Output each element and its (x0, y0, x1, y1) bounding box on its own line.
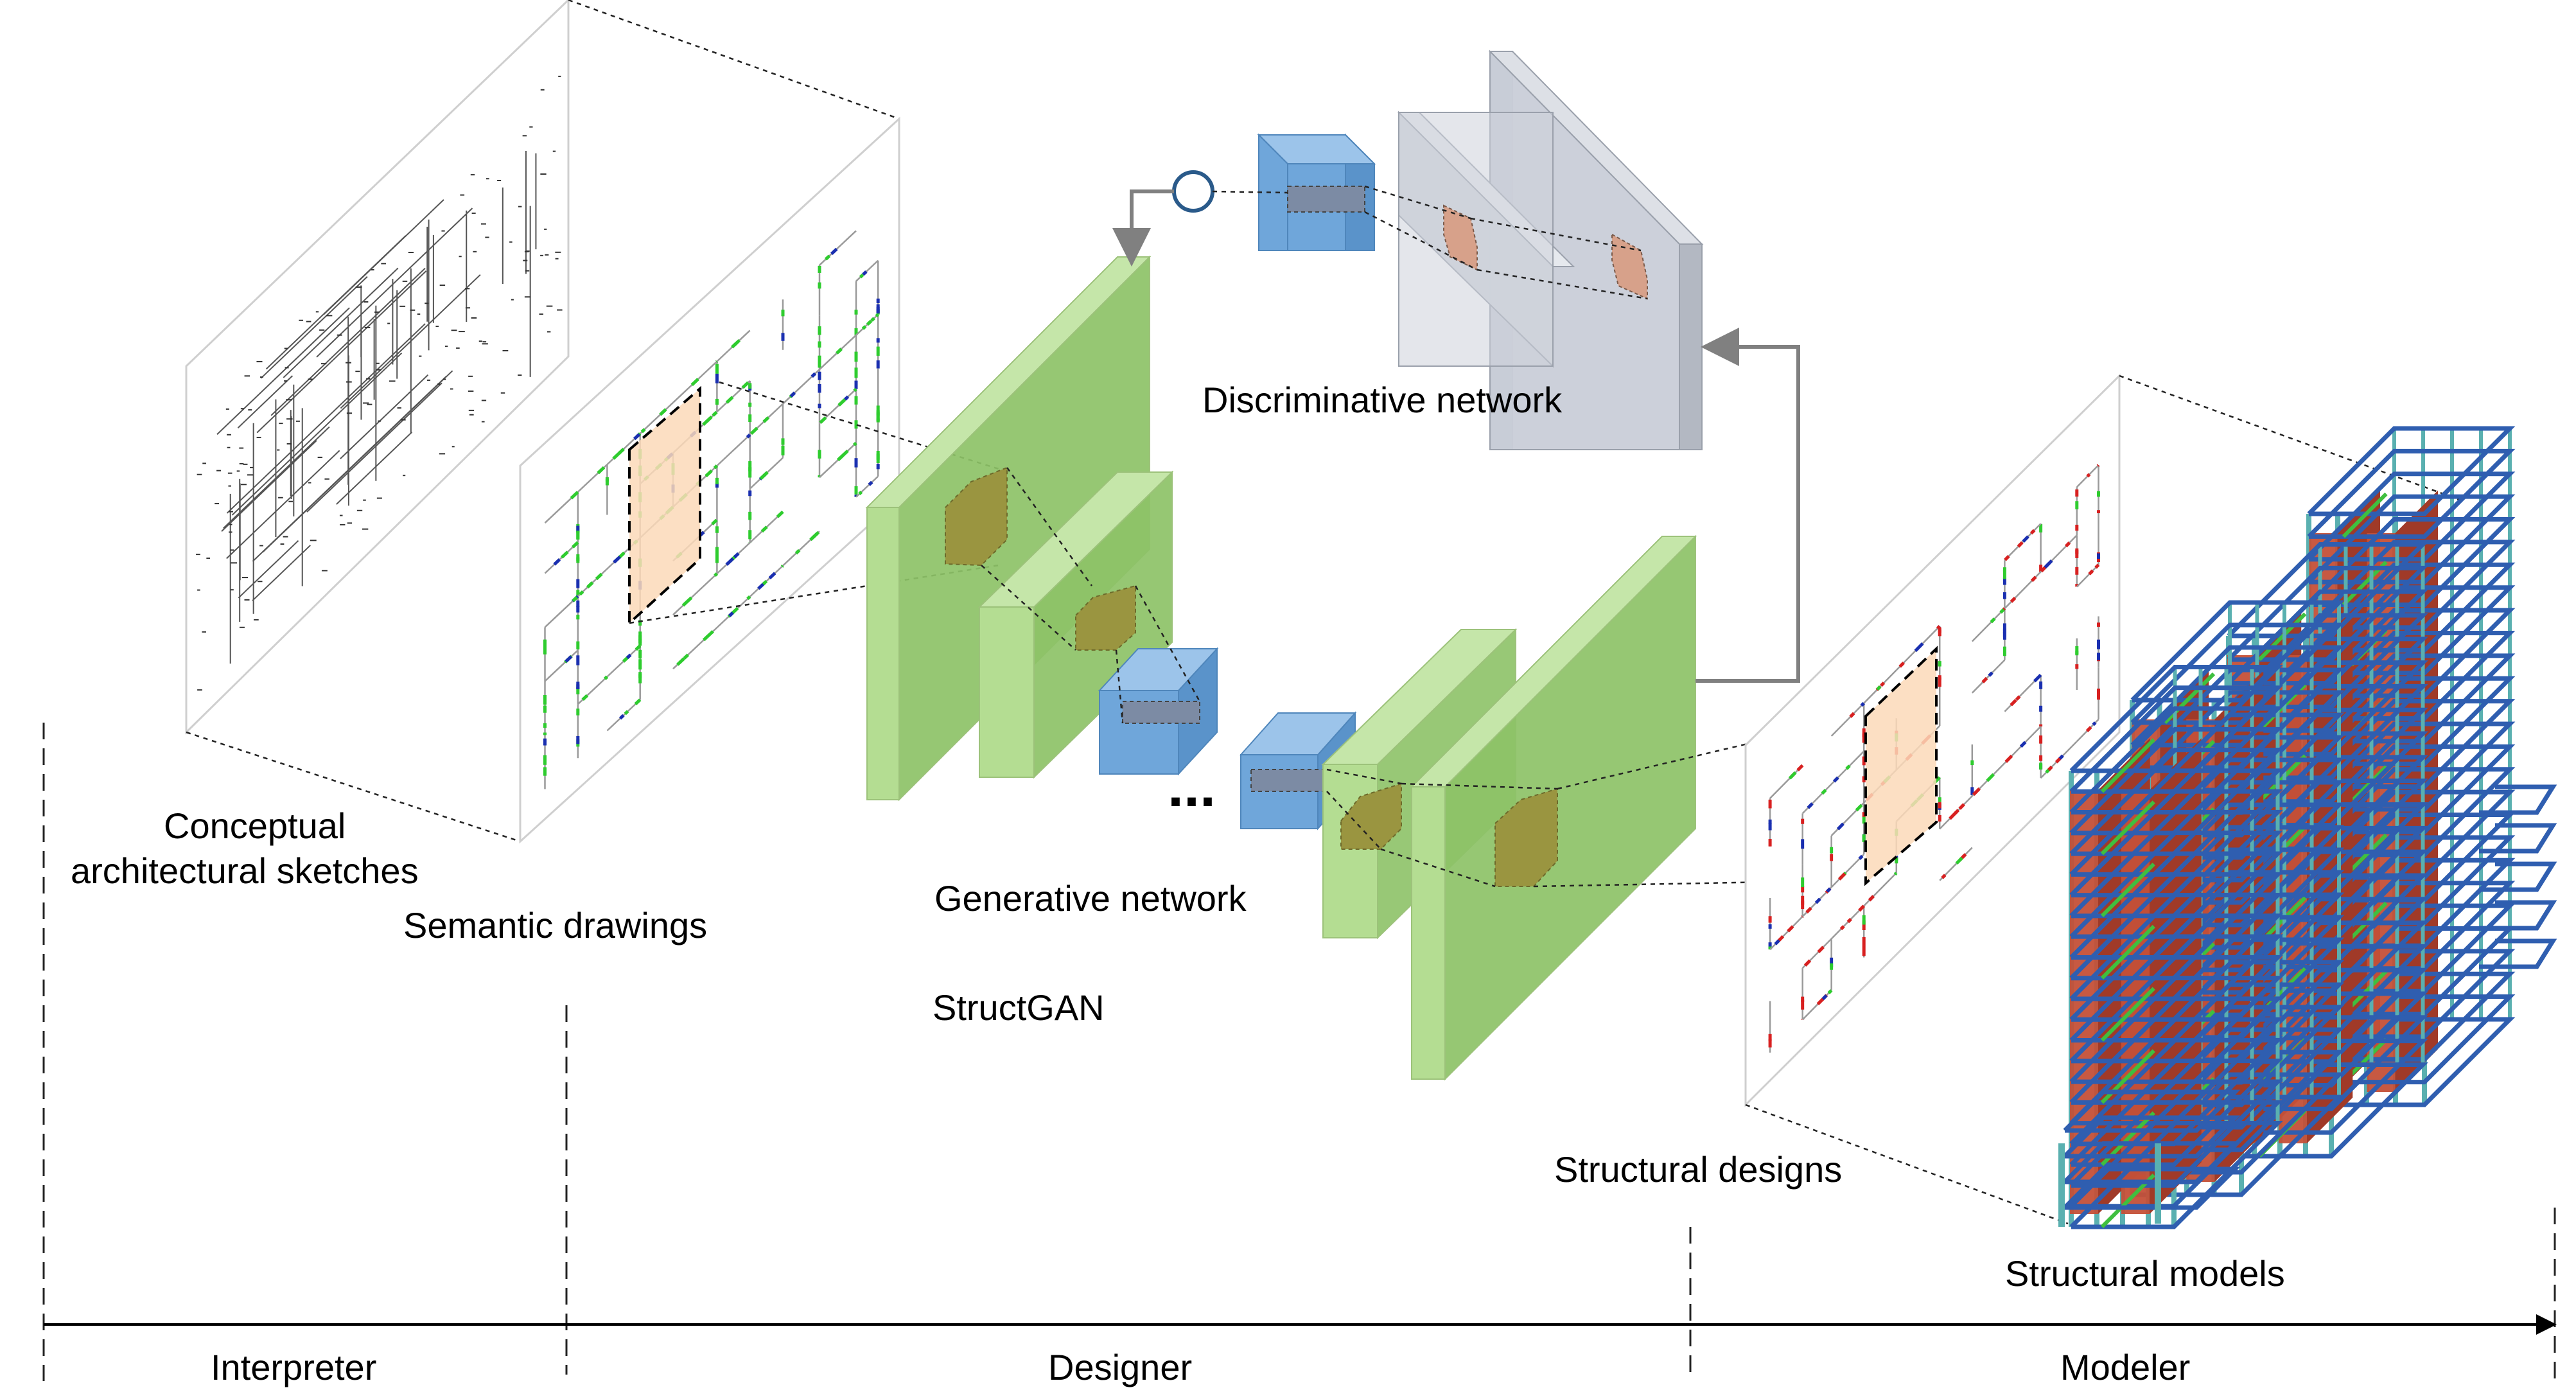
stage-label-modeler: Modeler (2060, 1347, 2190, 1387)
structural-design-panel (1744, 373, 2464, 1225)
sketch-linework (196, 75, 563, 691)
label-discriminative-network: Discriminative network (1202, 380, 1563, 420)
semantic-highlight-region (628, 385, 701, 626)
conceptual-sketch-panel (185, 0, 900, 843)
generator-encoder (865, 255, 1219, 802)
label-structural-models: Structural models (2005, 1253, 2285, 1294)
generator-to-discriminator-arrow (1695, 328, 1800, 683)
layers-ellipsis: ... (1168, 755, 1216, 819)
stage-label-designer: Designer (1048, 1347, 1192, 1387)
label-conceptual-line1: Conceptual (164, 805, 346, 846)
label-structural-designs: Structural designs (1554, 1149, 1842, 1190)
discriminator-to-generator-arrow (1112, 189, 1174, 267)
label-semantic-drawings: Semantic drawings (403, 905, 707, 946)
structural-model-3d (2058, 426, 2557, 1229)
semantic-drawing-panel (519, 116, 999, 844)
stage-label-interpreter: Interpreter (211, 1347, 376, 1387)
label-generative-network: Generative network (934, 878, 1247, 919)
discriminator-output-node (1172, 170, 1214, 213)
design-highlight-region (1864, 646, 1938, 886)
structural-design-floorplan (1768, 464, 2101, 1053)
label-conceptual-line2: architectural sketches (71, 850, 419, 891)
generator-decoder (1239, 534, 1892, 1081)
stage-separators (42, 723, 2556, 1381)
discriminator (1172, 49, 1704, 450)
label-structgan: StructGAN (933, 987, 1105, 1028)
